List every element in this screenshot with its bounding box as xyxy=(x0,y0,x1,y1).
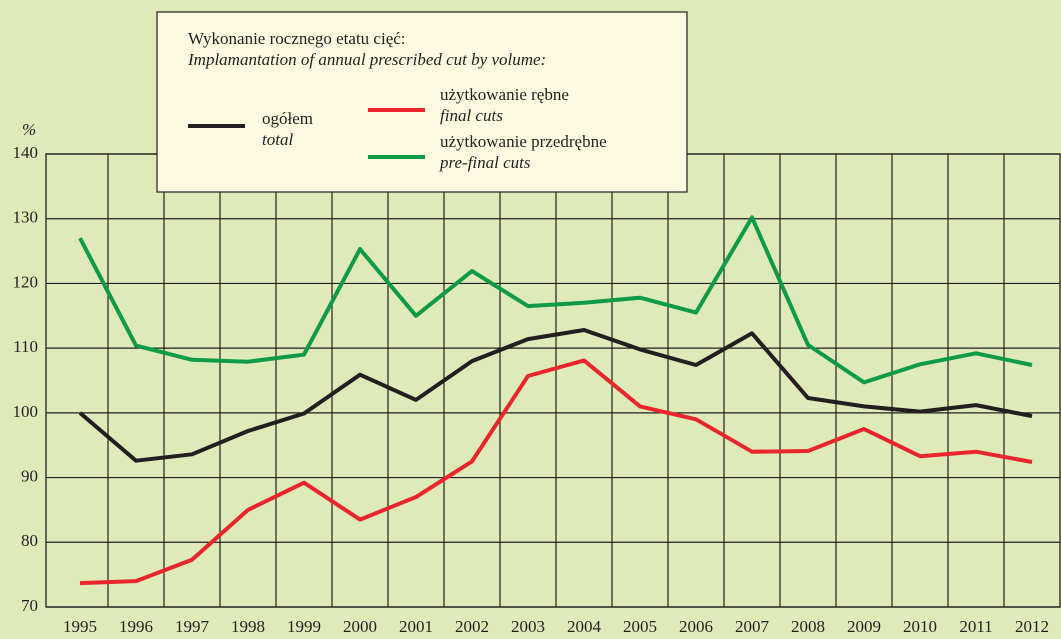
legend-label: użytkowanie przedrębne xyxy=(440,132,607,151)
series-line xyxy=(78,328,1033,463)
x-tick-label: 2001 xyxy=(399,617,433,636)
legend: Wykonanie rocznego etatu cięć: Implamant… xyxy=(156,11,688,193)
y-tick-label: 100 xyxy=(13,402,39,421)
y-axis-label: % xyxy=(22,120,36,139)
legend-label: ogółem xyxy=(262,109,313,128)
plot-area xyxy=(45,153,1061,608)
legend-label: użytkowanie rębne xyxy=(440,85,569,104)
legend-label-en: pre-final cuts xyxy=(439,153,531,172)
x-tick-label: 1998 xyxy=(231,617,265,636)
series-line xyxy=(79,358,1033,586)
y-tick-label: 70 xyxy=(21,596,38,615)
y-tick-label: 80 xyxy=(21,531,38,550)
x-tick-label: 2003 xyxy=(511,617,545,636)
x-tick-label: 2007 xyxy=(735,617,770,636)
y-tick-label: 130 xyxy=(13,208,39,227)
legend-label-en: final cuts xyxy=(440,106,503,125)
x-tick-label: 2011 xyxy=(959,617,992,636)
x-tick-label: 2012 xyxy=(1015,617,1049,636)
legend-box xyxy=(156,11,688,193)
legend-title-en: Implamantation of annual prescribed cut … xyxy=(187,50,546,69)
x-tick-label: 1995 xyxy=(63,617,97,636)
y-tick-label: 120 xyxy=(13,272,39,291)
x-tick-label: 2006 xyxy=(679,617,713,636)
x-tick-label: 2010 xyxy=(903,617,937,636)
x-tick-label: 2009 xyxy=(847,617,881,636)
x-tick-label: 1996 xyxy=(119,617,153,636)
x-tick-label: 1997 xyxy=(175,617,210,636)
x-tick-label: 2002 xyxy=(455,617,489,636)
legend-label-en: total xyxy=(262,130,293,149)
y-tick-label: 110 xyxy=(13,337,38,356)
x-tick-label: 2000 xyxy=(343,617,377,636)
legend-title: Wykonanie rocznego etatu cięć: xyxy=(188,29,406,48)
x-tick-label: 1999 xyxy=(287,617,321,636)
x-tick-label: 2004 xyxy=(567,617,602,636)
y-tick-label: 90 xyxy=(21,466,38,485)
y-tick-label: 140 xyxy=(13,143,39,162)
x-tick-label: 2008 xyxy=(791,617,825,636)
x-tick-label: 2005 xyxy=(623,617,657,636)
series-line xyxy=(78,215,1033,385)
